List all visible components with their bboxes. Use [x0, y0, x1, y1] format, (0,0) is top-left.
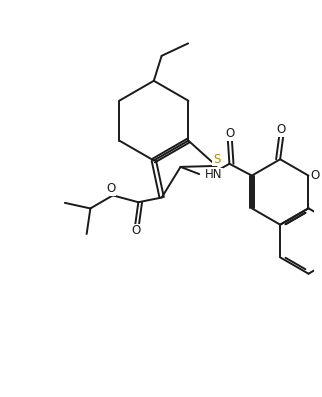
Text: O: O — [277, 123, 286, 136]
Text: O: O — [311, 169, 320, 182]
Text: O: O — [225, 127, 234, 141]
Text: HN: HN — [204, 168, 222, 181]
Text: S: S — [213, 152, 220, 166]
Text: O: O — [107, 182, 116, 195]
Text: O: O — [131, 224, 140, 237]
